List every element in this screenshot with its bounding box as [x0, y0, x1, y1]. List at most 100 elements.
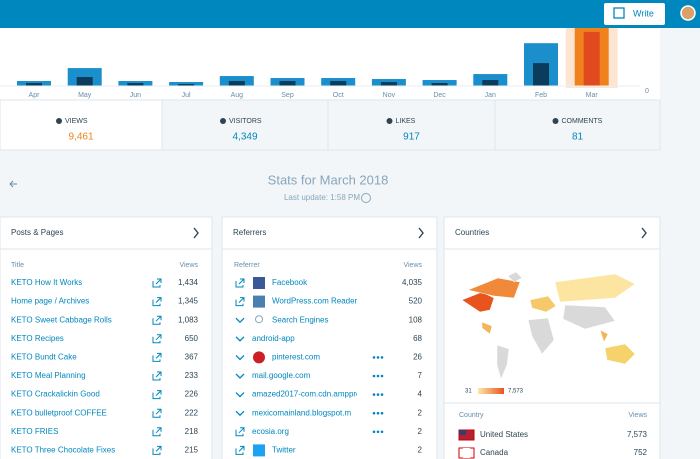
post-title[interactable]: KETO bulletproof COFFEE	[11, 408, 107, 417]
bar[interactable]	[533, 63, 549, 86]
external-link-icon[interactable]	[152, 371, 162, 381]
referrer-views: 520	[409, 297, 423, 306]
referrer-name[interactable]: ecosia.org	[252, 427, 289, 436]
post-views: 215	[185, 446, 199, 455]
chart-area	[0, 28, 660, 100]
bar[interactable]	[76, 77, 93, 86]
more-dot[interactable]	[372, 356, 376, 359]
info-icon[interactable]	[361, 193, 371, 203]
more-dot[interactable]	[380, 393, 384, 396]
external-link-icon[interactable]	[235, 297, 245, 307]
bar[interactable]	[279, 81, 296, 86]
post-title[interactable]: KETO How It Works	[11, 278, 82, 287]
referrer-name[interactable]: mexicomainland.blogspot.m	[252, 408, 351, 417]
panel-chevron[interactable]	[641, 227, 647, 239]
post-title[interactable]: Home page / Archives	[11, 297, 89, 306]
referrer-views: 4	[418, 390, 423, 399]
expand-chevron[interactable]	[235, 354, 245, 361]
referrer-name[interactable]: pinterest.com	[272, 353, 320, 362]
external-link-icon[interactable]	[152, 390, 162, 400]
post-title[interactable]: KETO Meal Planning	[11, 371, 86, 380]
more-dot[interactable]	[376, 393, 380, 396]
tab[interactable]: LIKES 917	[327, 99, 496, 151]
external-link-icon[interactable]	[152, 334, 162, 344]
more-dot[interactable]	[380, 374, 384, 378]
bar[interactable]	[583, 31, 600, 86]
external-link-icon[interactable]	[152, 315, 162, 325]
referrer-name[interactable]: Twitter	[272, 446, 296, 455]
referrer-views: 2	[418, 427, 423, 436]
external-link-icon[interactable]	[152, 278, 162, 288]
tab[interactable]: VIEWS 9,461	[0, 99, 163, 151]
bar[interactable]	[178, 84, 195, 86]
country-shape	[554, 273, 636, 303]
external-link-icon[interactable]	[235, 278, 245, 288]
column-header: Views	[403, 262, 422, 269]
site-icon	[253, 277, 265, 289]
post-views: 1,345	[178, 297, 199, 306]
bar[interactable]	[26, 83, 42, 86]
avatar[interactable]	[680, 5, 696, 21]
post-views: 222	[185, 408, 199, 417]
tab-icon	[552, 118, 559, 124]
bar[interactable]	[380, 82, 397, 86]
bar[interactable]	[330, 81, 347, 86]
x-tick-label: Oct	[333, 92, 344, 99]
referrer-name[interactable]: WordPress.com Reader	[272, 297, 358, 306]
x-tick-label: Nov	[383, 92, 396, 99]
bar[interactable]	[219, 76, 254, 86]
post-title[interactable]: KETO FRIES	[11, 427, 58, 436]
panel-chevron[interactable]	[193, 227, 199, 239]
post-title[interactable]: KETO Bundt Cake	[11, 353, 77, 362]
x-tick-label: Jul	[182, 92, 191, 99]
back-arrow[interactable]	[9, 180, 17, 188]
tab-value: 4,349	[232, 132, 257, 143]
external-link-icon[interactable]	[152, 427, 162, 437]
bar[interactable]	[431, 83, 448, 86]
expand-chevron[interactable]	[235, 392, 245, 398]
panel-chevron[interactable]	[418, 227, 424, 239]
expand-chevron[interactable]	[235, 336, 245, 342]
chart-labels: Apr May Jun Jul Aug Sep Oct Nov Dec Jan Feb Mar 0	[0, 85, 649, 99]
referrer-views: 4,035	[402, 278, 423, 287]
panels: Posts & Pages Title Views KETO How It Works…	[0, 216, 661, 459]
more-dot[interactable]	[376, 411, 380, 415]
more-dot[interactable]	[376, 430, 380, 434]
bar[interactable]	[482, 80, 499, 86]
more-dot[interactable]	[380, 411, 384, 415]
more-dot[interactable]	[372, 411, 376, 415]
bar[interactable]	[228, 81, 245, 86]
tab-value: 81	[572, 132, 584, 143]
more-dot[interactable]	[376, 356, 380, 359]
more-dot[interactable]	[372, 374, 376, 378]
external-link-icon[interactable]	[152, 445, 162, 455]
referrer-name[interactable]: Search Engines	[272, 315, 328, 324]
tab[interactable]: COMMENTS 81	[494, 99, 661, 151]
bar[interactable]	[127, 83, 144, 86]
tab[interactable]: VISITORS 4,349	[161, 99, 329, 151]
referrer-name[interactable]: Facebook	[272, 278, 308, 287]
more-dot[interactable]	[372, 430, 376, 434]
external-link-icon[interactable]	[152, 352, 162, 362]
external-link-icon[interactable]	[152, 408, 162, 418]
external-link-icon[interactable]	[235, 427, 245, 437]
more-dot[interactable]	[380, 430, 384, 434]
country-shape	[461, 291, 495, 313]
post-title[interactable]: KETO Crackalickin Good	[11, 390, 100, 399]
post-title[interactable]: KETO Recipes	[11, 334, 64, 343]
referrer-name[interactable]: amazed2017-com.cdn.ampproj	[252, 390, 363, 399]
more-dot[interactable]	[372, 393, 376, 396]
referrer-name[interactable]: mail.google.com	[252, 371, 311, 380]
expand-chevron[interactable]	[235, 373, 245, 379]
column-header: Views	[179, 262, 198, 269]
post-title[interactable]: KETO Sweet Cabbage Rolls	[11, 315, 112, 324]
more-dot[interactable]	[376, 374, 380, 378]
external-link-icon[interactable]	[235, 445, 245, 455]
more-dot[interactable]	[380, 356, 384, 359]
panel-title: Referrers	[233, 228, 266, 237]
external-link-icon[interactable]	[152, 297, 162, 307]
post-title[interactable]: KETO Three Chocolate Fixes	[11, 446, 115, 455]
referrer-name[interactable]: android-app	[252, 334, 295, 343]
expand-chevron[interactable]	[235, 410, 245, 417]
expand-chevron[interactable]	[235, 317, 245, 324]
